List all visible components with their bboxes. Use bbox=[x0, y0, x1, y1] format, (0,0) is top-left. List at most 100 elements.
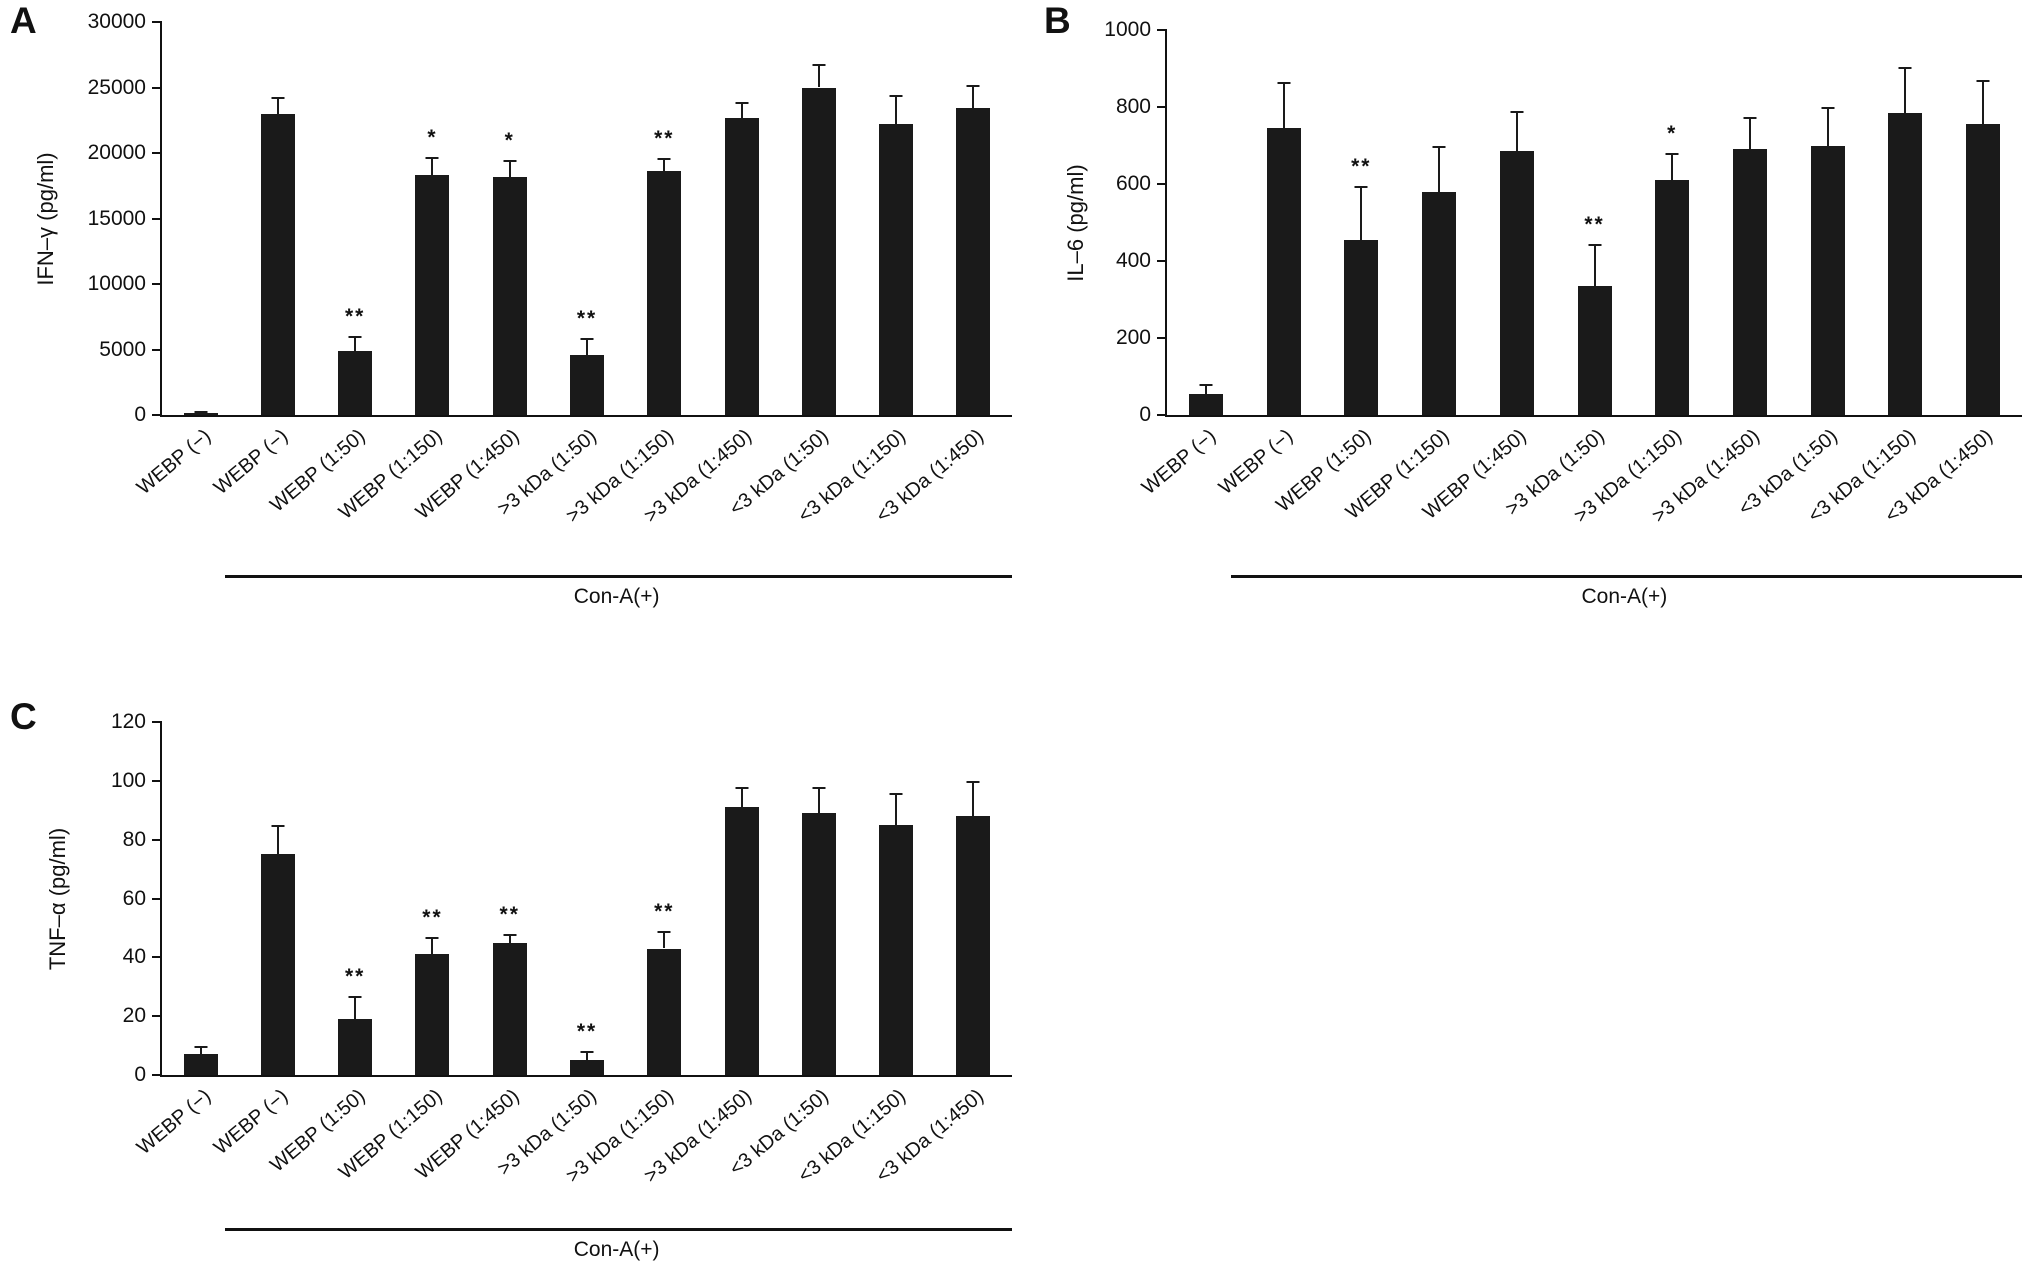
error-bar-line bbox=[1826, 107, 1829, 146]
y-axis-tick-label: 20 bbox=[122, 1004, 146, 1028]
error-bar-cap bbox=[348, 336, 362, 339]
bar bbox=[1966, 124, 2001, 415]
y-axis-tick-label: 30000 bbox=[87, 10, 146, 33]
y-axis-tick bbox=[152, 779, 162, 782]
y-axis-title: TNF–α (pg/ml) bbox=[45, 827, 70, 970]
bar bbox=[1732, 149, 1767, 415]
y-axis-title: IL–6 (pg/ml) bbox=[1063, 163, 1088, 282]
y-axis-tick bbox=[1157, 29, 1167, 31]
error-bar-cap bbox=[1665, 153, 1679, 156]
y-axis-tick-label: 20000 bbox=[87, 141, 146, 164]
bar bbox=[724, 807, 759, 1075]
y-axis-tick-label: 40 bbox=[122, 945, 146, 969]
bar bbox=[1188, 393, 1223, 415]
y-axis-tick-label: 120 bbox=[110, 710, 146, 733]
error-bar-cap bbox=[503, 159, 517, 162]
error-bar-line bbox=[276, 96, 279, 114]
error-bar-line bbox=[663, 158, 666, 172]
bar bbox=[801, 87, 836, 415]
y-axis-tick-label: 80 bbox=[122, 827, 146, 851]
group-label: Con-A(+) bbox=[1581, 585, 1668, 608]
bar bbox=[1655, 180, 1690, 415]
y-axis-tick bbox=[152, 348, 162, 351]
bar bbox=[492, 942, 527, 1075]
bar bbox=[956, 108, 991, 415]
plot-area: 0 5000 10000 15000 20000 25000 30000 WEBP (−) WE… bbox=[88, 10, 1012, 578]
error-bar-line bbox=[276, 824, 279, 855]
error-bar-cap bbox=[889, 95, 903, 98]
y-axis-tick bbox=[152, 414, 162, 416]
error-bar-cap bbox=[271, 824, 285, 827]
group-bracket-line bbox=[225, 1228, 1012, 1231]
error-bar-line bbox=[431, 936, 434, 955]
error-bar-line bbox=[972, 780, 975, 817]
error-bar-line bbox=[508, 159, 511, 177]
error-bar-cap bbox=[735, 786, 749, 789]
y-axis-tick-label: 200 bbox=[1115, 326, 1151, 349]
bar bbox=[879, 824, 914, 1075]
error-bar-line bbox=[740, 786, 743, 808]
significance-marker: ** bbox=[1584, 212, 1605, 236]
y-axis-tick-label: 400 bbox=[1115, 249, 1151, 272]
bar bbox=[801, 813, 836, 1075]
x-tick-label: WEBP (−) bbox=[1137, 425, 1221, 500]
y-axis-tick bbox=[1157, 260, 1167, 262]
error-bar-line bbox=[740, 101, 743, 118]
y-axis-tick-label: 60 bbox=[122, 886, 146, 910]
error-bar-line bbox=[895, 95, 898, 125]
y-axis-tick bbox=[152, 86, 162, 89]
error-bar-line bbox=[1982, 80, 1985, 125]
error-bar-cap bbox=[271, 96, 285, 99]
y-axis-tick-label: 100 bbox=[110, 768, 146, 792]
error-bar-line bbox=[663, 930, 666, 949]
panel-letter: A bbox=[10, 0, 37, 41]
error-bar-cap bbox=[657, 930, 671, 933]
error-bar-cap bbox=[1510, 110, 1524, 113]
y-axis-tick bbox=[1157, 414, 1167, 416]
bar bbox=[183, 413, 218, 415]
error-bar-cap bbox=[1277, 81, 1291, 84]
bar bbox=[570, 354, 604, 415]
significance-marker: * bbox=[504, 128, 515, 152]
y-axis-tick-label: 0 bbox=[1139, 403, 1151, 426]
panel-letter: B bbox=[1044, 0, 1071, 41]
significance-marker: ** bbox=[344, 305, 366, 329]
y-axis-tick bbox=[152, 956, 162, 959]
panel-il6: B IL–6 (pg/ml) 0 200 400 600 800 1000 WEBP (−)… bbox=[1030, 0, 2031, 630]
error-bar-cap bbox=[503, 933, 517, 936]
y-axis-tick bbox=[152, 283, 162, 285]
y-axis-tick bbox=[152, 838, 162, 841]
error-bar-line bbox=[586, 337, 588, 355]
error-bar-cap bbox=[735, 101, 749, 104]
significance-marker: ** bbox=[422, 905, 443, 929]
error-bar-cap bbox=[425, 156, 439, 159]
error-bar-cap bbox=[1432, 145, 1446, 148]
panel-tnf-alpha: C TNF–α (pg/ml) 0 20 40 60 80 100 120 WEBP (−) W… bbox=[0, 690, 1030, 1266]
plot-area: 0 20 40 60 80 100 120 WEBP (−) WEBP (−) ** WEBP (1… bbox=[111, 710, 1012, 1231]
significance-marker: ** bbox=[654, 127, 675, 151]
y-axis-tick bbox=[1157, 106, 1167, 108]
error-bar-cap bbox=[966, 780, 980, 783]
error-bar-line bbox=[1748, 116, 1751, 150]
y-axis-tick-label: 15000 bbox=[87, 206, 146, 230]
y-axis-tick-label: 5000 bbox=[99, 337, 146, 361]
bar bbox=[1888, 112, 1923, 415]
y-axis-tick bbox=[152, 21, 162, 23]
group-bracket-line bbox=[225, 575, 1012, 578]
y-axis-title: IFN–γ (pg/ml) bbox=[33, 151, 58, 286]
significance-marker: * bbox=[427, 125, 438, 149]
panel-letter: C bbox=[10, 696, 37, 737]
bar bbox=[570, 1060, 604, 1075]
error-bar-line bbox=[586, 1051, 588, 1061]
significance-marker: ** bbox=[576, 306, 598, 330]
y-axis-tick-label: 25000 bbox=[87, 75, 146, 99]
bar bbox=[1266, 128, 1301, 415]
error-bar-line bbox=[354, 995, 357, 1020]
error-bar-cap bbox=[348, 995, 362, 998]
panel-ifn-gamma: A IFN–γ (pg/ml) 0 5000 10000 15000 20000 2500… bbox=[0, 0, 1030, 630]
bar bbox=[647, 948, 682, 1075]
bar bbox=[415, 954, 450, 1075]
bar bbox=[260, 113, 295, 415]
significance-marker: ** bbox=[576, 1020, 598, 1044]
